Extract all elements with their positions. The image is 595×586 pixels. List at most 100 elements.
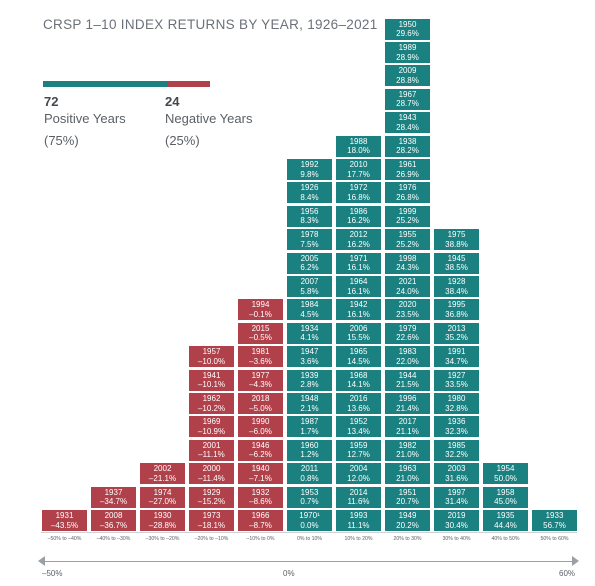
cell-year: 1966 — [251, 511, 270, 520]
cell-return: 1.7% — [300, 426, 319, 436]
cell-return: 28.9% — [396, 52, 419, 62]
cell-return: 33.5% — [445, 380, 468, 390]
year-return-cell: 1962 –10.2% — [189, 393, 234, 414]
year-return-cell: 1939 2.8% — [287, 369, 332, 391]
cell-year: 1944 — [398, 370, 417, 380]
cell-return: 16.2% — [347, 216, 370, 226]
year-return-cell: 1986 16.2% — [336, 205, 381, 227]
year-return-cell: 1959 12.7% — [336, 439, 381, 461]
negative-years-count: 24 — [165, 94, 180, 109]
year-return-cell: 1947 3.6% — [287, 346, 332, 368]
cell-return: 11.6% — [347, 497, 370, 507]
year-return-cell: 1928 38.4% — [434, 276, 479, 297]
cell-year: 1990 — [251, 417, 270, 427]
cell-year: 1969 — [202, 417, 221, 427]
cell-year: 1961 — [398, 160, 417, 169]
cell-year: 2007 — [300, 277, 319, 286]
cell-year: 2014 — [349, 487, 368, 497]
cell-year: 2017 — [398, 417, 417, 427]
bin-range-label: –40% to –30% — [96, 536, 131, 542]
cell-year: 1936 — [447, 417, 466, 427]
scale-label-zero: 0% — [283, 569, 295, 578]
bin-range-label: –30% to –20% — [145, 536, 180, 542]
cell-year: 1939 — [300, 370, 319, 380]
cell-return: –8.7% — [249, 520, 272, 530]
year-return-cell: 2012 16.2% — [336, 229, 381, 251]
cell-return: 38.5% — [445, 263, 468, 273]
cell-year: 1954 — [496, 464, 515, 474]
year-return-cell: 1934 4.1% — [287, 322, 332, 344]
year-return-cell: 1969 –10.9% — [189, 416, 234, 438]
cell-return: 3.6% — [300, 356, 319, 366]
cell-year: 2010 — [349, 160, 368, 169]
cell-year: 1974 — [153, 487, 172, 497]
year-return-cell: 1943 28.4% — [385, 112, 430, 134]
year-return-cell: 1980 32.8% — [434, 393, 479, 414]
cell-year: 2006 — [349, 323, 368, 333]
cell-year: 1949 — [398, 511, 417, 520]
cell-return: –43.5% — [50, 520, 79, 530]
cell-year: 1928 — [447, 277, 466, 286]
cell-year: 2004 — [349, 464, 368, 474]
cell-year: 1973 — [202, 511, 221, 520]
cell-return: –10.2% — [197, 403, 226, 413]
cell-return: 14.5% — [347, 356, 370, 366]
cell-return: 26.9% — [396, 169, 419, 179]
year-return-cell: 2001 –11.1% — [189, 439, 234, 461]
cell-year: 2015 — [251, 323, 270, 333]
year-return-cell: 1952 13.4% — [336, 416, 381, 438]
year-return-cell: 1964 16.1% — [336, 276, 381, 297]
cell-year: 1972 — [349, 183, 368, 193]
cell-return: 21.4% — [396, 403, 419, 413]
year-return-cell: 1977 –4.3% — [238, 369, 283, 391]
year-return-cell: 1976 26.8% — [385, 182, 430, 204]
year-return-cell: 2020 23.5% — [385, 299, 430, 321]
year-return-cell: 1944 21.5% — [385, 369, 430, 391]
cell-return: –0.1% — [249, 309, 272, 319]
cell-return: 20.7% — [396, 497, 419, 507]
cell-year: 2020 — [398, 300, 417, 310]
cell-return: 28.7% — [396, 99, 419, 109]
cell-year: 1942 — [349, 300, 368, 310]
bin-range-label: 30% to 40% — [442, 536, 471, 542]
year-return-cell: 2005 6.2% — [287, 252, 332, 274]
cell-return: 4.5% — [300, 309, 319, 319]
cell-year: 1982 — [398, 440, 417, 450]
cell-return: –5.0% — [249, 403, 272, 413]
cell-return: 20.2% — [396, 520, 419, 530]
cell-year: 1951 — [398, 487, 417, 497]
cell-year: 1992 — [300, 160, 319, 169]
cell-return: 24.3% — [396, 263, 419, 273]
year-return-cell: 1981 –3.6% — [238, 346, 283, 368]
cell-year: 2008 — [104, 511, 123, 520]
cell-year: 1989 — [398, 43, 417, 52]
year-return-cell: 2018 –5.0% — [238, 393, 283, 414]
cell-year: 2001 — [202, 440, 221, 450]
bin-range-label: 10% to 20% — [344, 536, 373, 542]
cell-year: 1955 — [398, 230, 417, 240]
year-return-cell: 1972 16.8% — [336, 182, 381, 204]
cell-return: 15.5% — [347, 333, 370, 343]
cell-year: 2018 — [251, 394, 270, 403]
cell-return: 16.2% — [347, 239, 370, 249]
year-return-cell: 2014 11.6% — [336, 486, 381, 508]
cell-year: 1970¹ — [299, 511, 320, 520]
chart-title: CRSP 1–10 INDEX RETURNS BY YEAR, 1926–20… — [43, 17, 378, 32]
year-return-cell: 2010 17.7% — [336, 159, 381, 180]
year-return-cell: 1967 28.7% — [385, 88, 430, 110]
cell-year: 1956 — [300, 206, 319, 216]
cell-return: 9.8% — [300, 169, 319, 179]
cell-year: 1959 — [349, 440, 368, 450]
year-return-cell: 2009 28.8% — [385, 65, 430, 87]
negative-years-percent: (25%) — [165, 133, 200, 148]
cell-year: 2003 — [447, 464, 466, 474]
cell-year: 1930 — [153, 511, 172, 520]
cell-year: 1929 — [202, 487, 221, 497]
cell-return: –4.3% — [249, 380, 272, 390]
year-return-cell: 2019 30.4% — [434, 510, 479, 531]
cell-return: –27.0% — [148, 497, 177, 507]
year-return-cell: 2000 –11.4% — [189, 463, 234, 485]
cell-return: 31.4% — [445, 497, 468, 507]
cell-return: 25.2% — [396, 239, 419, 249]
year-return-cell: 2003 31.6% — [434, 463, 479, 485]
